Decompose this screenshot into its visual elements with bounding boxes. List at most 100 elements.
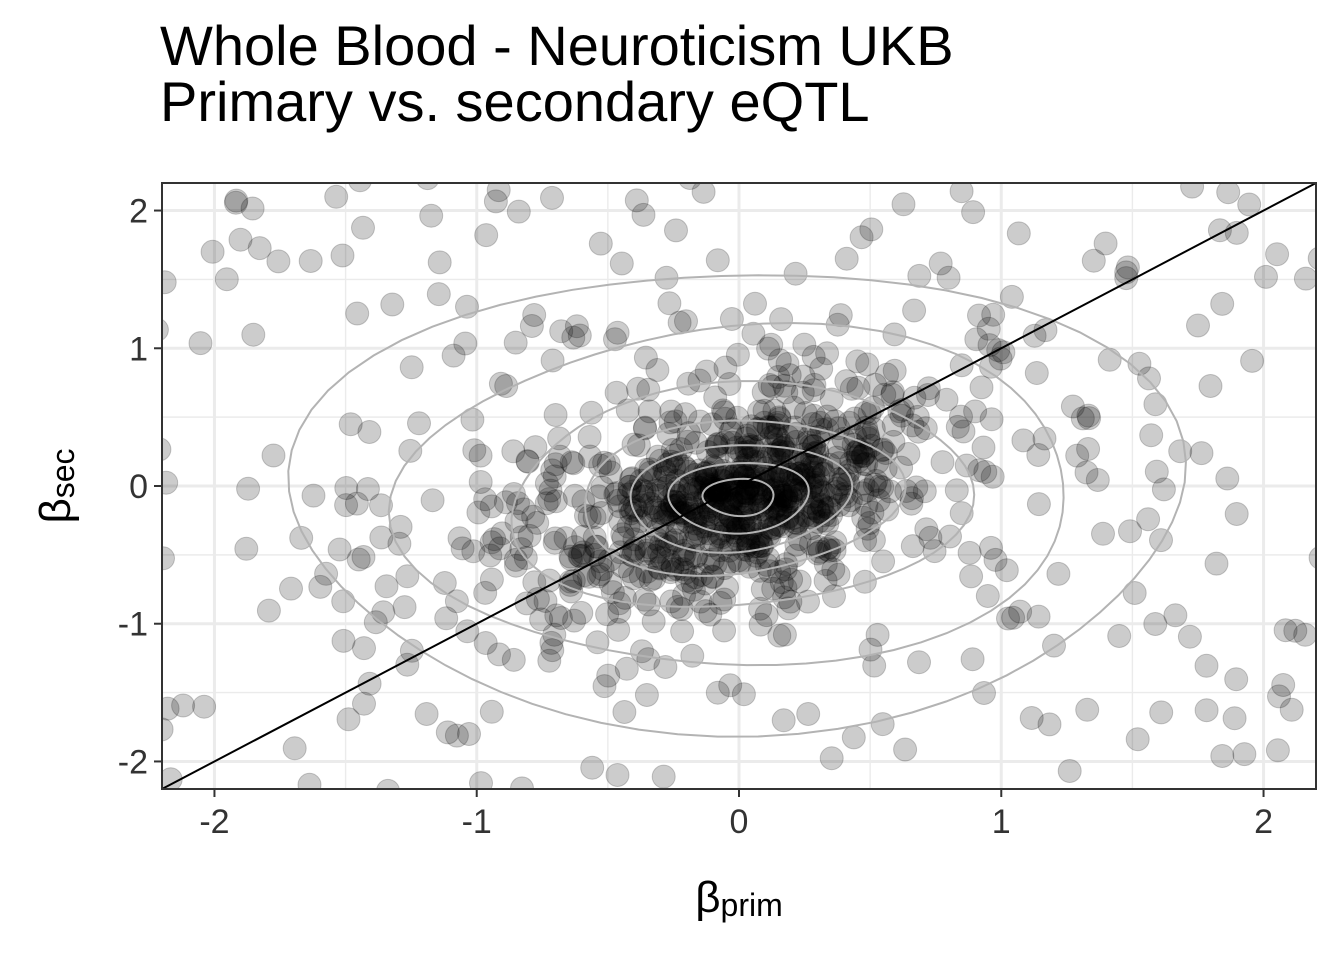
data-point — [298, 249, 323, 273]
data-point — [634, 538, 659, 563]
data-point — [736, 435, 761, 459]
data-point — [729, 488, 754, 513]
data-point — [849, 225, 874, 250]
data-point — [845, 444, 870, 469]
data-point — [461, 539, 486, 564]
data-point — [543, 526, 568, 551]
data-point — [633, 415, 658, 440]
data-point — [846, 449, 871, 474]
data-point — [900, 413, 925, 438]
data-point — [1186, 313, 1210, 338]
y-axis-title: βsec — [31, 448, 81, 523]
data-point — [279, 576, 303, 601]
data-point — [352, 691, 376, 716]
data-point — [687, 475, 711, 500]
data-point — [731, 505, 755, 530]
data-point — [1026, 604, 1051, 629]
data-point — [801, 460, 826, 485]
data-point — [698, 502, 723, 527]
data-point — [478, 543, 503, 568]
data-point — [517, 523, 542, 548]
data-point — [336, 707, 361, 732]
data-point — [957, 540, 982, 565]
data-point — [1114, 266, 1139, 291]
data-point — [1273, 618, 1298, 643]
data-point — [1143, 612, 1168, 636]
identity-line-group — [162, 183, 1316, 789]
data-point — [706, 480, 731, 504]
data-point — [854, 493, 879, 518]
data-point — [756, 336, 781, 361]
data-point — [775, 352, 800, 376]
data-point — [823, 530, 848, 555]
data-point — [691, 514, 716, 539]
data-point — [914, 517, 939, 542]
data-point — [696, 549, 721, 574]
chart-title-line-2: Primary vs. secondary eQTL — [160, 70, 870, 133]
data-point — [351, 545, 376, 569]
data-point — [766, 427, 791, 451]
data-point — [725, 405, 750, 430]
data-point — [487, 536, 512, 561]
data-point — [504, 553, 528, 578]
x-axis-title-subscript: prim — [721, 887, 783, 923]
data-point — [266, 249, 291, 274]
data-point — [811, 461, 836, 486]
data-point — [693, 510, 718, 535]
data-point — [1075, 697, 1100, 722]
density-contour — [701, 477, 775, 518]
data-point — [698, 602, 723, 627]
data-point — [493, 490, 518, 515]
data-point — [835, 463, 860, 488]
data-point — [1114, 260, 1139, 285]
data-point — [392, 595, 417, 620]
data-point — [969, 375, 994, 400]
data-point — [570, 543, 595, 568]
data-point — [806, 509, 831, 534]
data-point — [693, 571, 718, 596]
data-point — [655, 452, 680, 477]
data-point — [881, 429, 906, 454]
data-point — [395, 564, 420, 589]
data-point — [1210, 291, 1235, 316]
data-point — [1265, 738, 1290, 763]
data-point — [660, 553, 685, 578]
data-point — [331, 589, 356, 614]
data-point — [612, 700, 637, 724]
y-axis: -2 -1 0 1 2 — [118, 193, 162, 781]
data-point — [677, 546, 702, 571]
data-point — [634, 541, 659, 566]
data-point — [875, 362, 899, 387]
data-point — [771, 514, 796, 539]
data-point — [684, 522, 709, 547]
data-point — [881, 412, 906, 437]
data-point — [435, 720, 460, 745]
data-point — [1267, 684, 1291, 709]
data-point — [745, 417, 770, 441]
density-contour — [387, 321, 1065, 667]
data-point — [806, 464, 831, 489]
data-point — [988, 346, 1013, 371]
data-point — [771, 483, 796, 508]
data-point — [537, 487, 562, 512]
data-point — [1198, 374, 1223, 398]
data-point — [561, 451, 586, 476]
data-point — [741, 437, 766, 462]
data-point — [261, 443, 286, 468]
data-point — [861, 417, 886, 441]
data-point — [543, 452, 568, 477]
data-point — [687, 458, 712, 483]
data-point — [865, 622, 890, 647]
data-point — [577, 425, 602, 449]
data-point — [726, 548, 751, 573]
data-point — [836, 471, 861, 496]
data-point — [580, 755, 605, 780]
data-point — [1136, 507, 1161, 532]
data-point — [628, 564, 653, 589]
data-point — [828, 303, 853, 328]
data-point — [1149, 528, 1173, 553]
data-point — [831, 466, 856, 491]
data-point — [781, 395, 806, 420]
data-point — [638, 460, 663, 485]
